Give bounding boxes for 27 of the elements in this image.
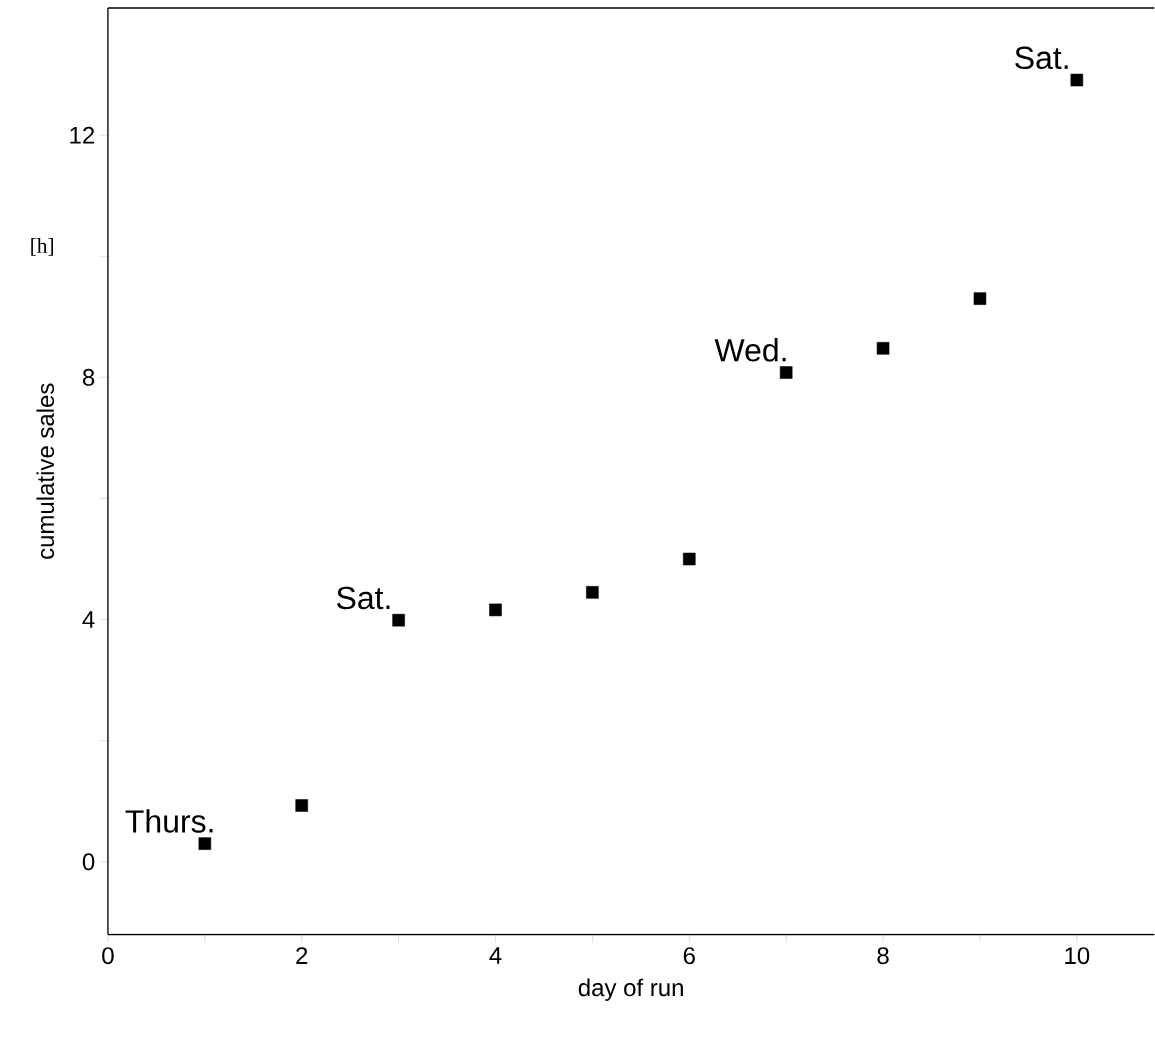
point (683, 552, 696, 566)
point (392, 613, 405, 627)
point (489, 603, 502, 616)
x-axis-title: day of run (578, 978, 683, 1001)
y-tick-label: 0 (82, 853, 95, 871)
point (876, 341, 890, 355)
y-tick-label: 12 (70, 126, 95, 144)
x-tick-label: 2 (296, 946, 308, 964)
y-tick-label: 4 (82, 611, 95, 628)
x-tick-label: 10 (1065, 946, 1090, 964)
point (295, 799, 308, 812)
annotation: Sat. (336, 586, 390, 610)
point (1070, 73, 1084, 87)
y-tick-label: 8 (82, 368, 95, 386)
annotation: Wed. (714, 337, 786, 362)
point (779, 366, 793, 379)
x-tick-label: 4 (489, 946, 502, 964)
x-tick-label: 6 (683, 946, 695, 964)
annotation: Thurs. (125, 809, 213, 833)
x-tick-label: 0 (102, 946, 114, 964)
point (586, 585, 599, 599)
x-tick-label: 8 (877, 946, 889, 964)
y-axis-title: cumulative sales (36, 383, 55, 559)
text: [h] (31, 237, 53, 256)
annotation: Sat. (1015, 46, 1068, 69)
point (973, 292, 987, 305)
point (198, 837, 212, 850)
